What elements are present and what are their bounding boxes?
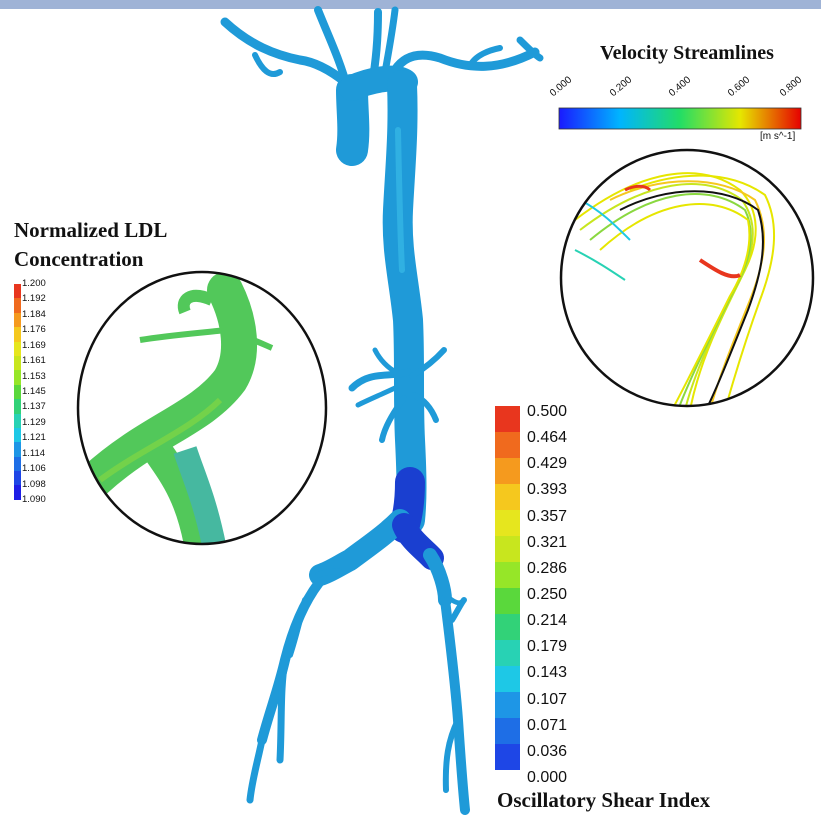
osi-colorbar-segment (495, 640, 520, 666)
osi-tick-label: 0.107 (527, 690, 568, 708)
velocity-unit: [m s^-1] (760, 131, 796, 142)
top-border-bar (0, 0, 821, 9)
osi-colorbar-segment (495, 692, 520, 718)
aorta-model (220, 6, 544, 815)
ldl-tick-label: 1.161 (22, 355, 46, 367)
osi-tick-label: 0.250 (527, 586, 568, 603)
ldl-tick-label: 1.098 (22, 478, 46, 490)
velocity-legend-title: Velocity Streamlines (600, 42, 774, 64)
osi-tick-label: 0.286 (527, 559, 568, 577)
ldl-colorbar-segment (14, 284, 21, 299)
osi-colorbar (495, 406, 520, 770)
velocity-colorbar (558, 107, 802, 130)
ldl-colorbar-segment (14, 327, 21, 342)
ldl-legend-title-line2: Concentration (14, 247, 144, 271)
ldl-legend-title-line1: Normalized LDL (14, 218, 168, 242)
ldl-tick-label: 1.200 (22, 278, 46, 289)
ldl-colorbar-segment (14, 370, 21, 385)
ldl-tick-label: 1.106 (22, 463, 46, 475)
osi-tick-label: 0.036 (527, 742, 568, 760)
velocity-inset-outline (559, 148, 815, 408)
ldl-tick-label: 1.192 (22, 293, 46, 305)
ldl-colorbar-segment (14, 341, 21, 356)
ldl-tick-label: 1.129 (22, 416, 46, 428)
ldl-colorbar-segment (14, 355, 21, 371)
osi-colorbar-segment (495, 536, 520, 562)
ldl-tick-label: 1.153 (22, 370, 46, 382)
ldl-tick-label: 1.090 (22, 494, 46, 505)
ldl-inset (78, 272, 326, 544)
osi-tick-label: 0.429 (527, 455, 568, 473)
ldl-colorbar-segment (14, 312, 21, 328)
ldl-colorbar-segment (14, 399, 21, 414)
osi-tick-label: 0.179 (527, 638, 568, 656)
osi-colorbar-segment (495, 510, 520, 536)
ldl-tick-label: 1.176 (22, 324, 46, 336)
ldl-tick-label: 1.121 (22, 432, 46, 444)
osi-colorbar-segment (495, 718, 520, 744)
ldl-colorbar-segment (14, 384, 21, 400)
osi-colorbar-segment (495, 666, 520, 692)
ldl-colorbar-segment (14, 442, 21, 457)
ldl-colorbar-segment (14, 427, 21, 443)
osi-colorbar-segment (495, 588, 520, 614)
osi-tick-label: 0.321 (527, 533, 568, 551)
osi-tick-label: 0.214 (527, 612, 568, 630)
osi-colorbar-segment (495, 484, 520, 510)
osi-tick-label: 0.000 (527, 769, 568, 786)
ldl-tick-label: 1.169 (22, 339, 46, 351)
osi-tick-label: 0.464 (527, 429, 568, 447)
osi-colorbar-segment (495, 614, 520, 640)
velocity-inset (561, 150, 813, 406)
osi-colorbar-segment (495, 562, 520, 588)
osi-colorbar-segment (495, 432, 520, 458)
ldl-colorbar (14, 284, 21, 500)
ldl-inset-outline (76, 270, 328, 546)
osi-colorbar-segment (495, 458, 520, 484)
ldl-colorbar-segment (14, 471, 21, 486)
osi-tick-label: 0.143 (527, 664, 568, 682)
ldl-colorbar-segment (14, 485, 21, 500)
ldl-colorbar-segment (14, 456, 21, 472)
ldl-colorbar-segment (14, 413, 21, 428)
ldl-tick-label: 1.184 (22, 308, 46, 320)
osi-tick-label: 0.500 (527, 403, 568, 420)
osi-legend-title: Oscillatory Shear Index (497, 788, 711, 812)
ldl-tick-label: 1.137 (22, 401, 46, 413)
ldl-colorbar-segment (14, 298, 21, 313)
osi-tick-label: 0.071 (527, 716, 568, 734)
osi-tick-label: 0.393 (527, 481, 568, 499)
osi-tick-label: 0.357 (527, 507, 568, 525)
ldl-tick-label: 1.145 (22, 386, 46, 397)
osi-colorbar-segment (495, 406, 520, 432)
ldl-tick-label: 1.114 (22, 447, 46, 459)
osi-colorbar-segment (495, 744, 520, 770)
